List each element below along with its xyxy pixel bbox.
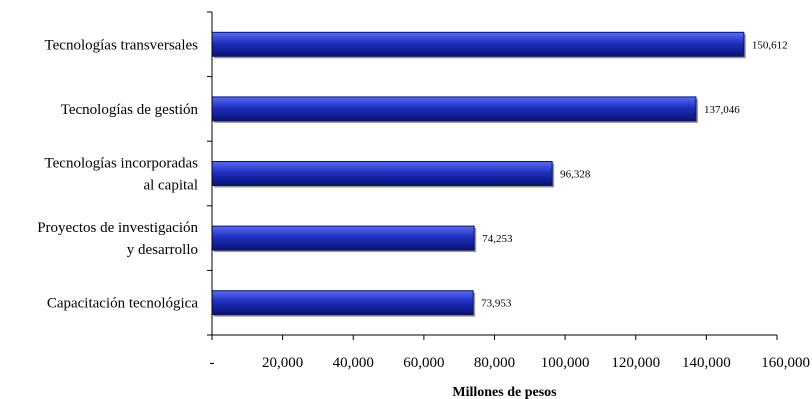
category-label: y desarrollo [127,242,198,258]
x-tick-label: 20,000 [262,355,303,371]
axes-layer [207,11,778,340]
bar-value-label: 137,046 [704,104,740,116]
x-axis-title: Millones de pesos [452,385,557,399]
x-tick-label: 100,000 [541,355,590,371]
bar-value-label: 74,253 [482,233,513,245]
x-tick-label: - [210,355,215,371]
bar [211,225,475,251]
x-tick-label: 60,000 [403,355,444,371]
category-label: Tecnologías incorporadas [45,156,199,172]
x-tick-label: 120,000 [611,355,660,371]
category-label: Proyectos de investigación [37,220,198,236]
bar-value-label: 96,328 [560,169,591,181]
x-tick-label: 160,000 [761,355,810,371]
labels-layer: 150,612 Tecnologías transversales 137,046 T… [37,37,810,399]
bar [211,161,553,186]
bar [211,290,474,316]
bars-layer [211,31,746,317]
category-label: al capital [143,178,198,194]
category-label: Tecnologías transversales [45,37,199,53]
bar [211,96,697,122]
x-tick-label: 140,000 [682,355,731,371]
x-tick-label: 80,000 [474,355,515,371]
category-label: Tecnologías de gestión [61,102,199,118]
x-tick-label: 40,000 [333,355,374,371]
bar-value-label: 150,612 [752,39,788,51]
bar [211,31,745,57]
category-label: Capacitación tecnológica [47,296,199,312]
bar-value-label: 73,953 [481,298,512,310]
